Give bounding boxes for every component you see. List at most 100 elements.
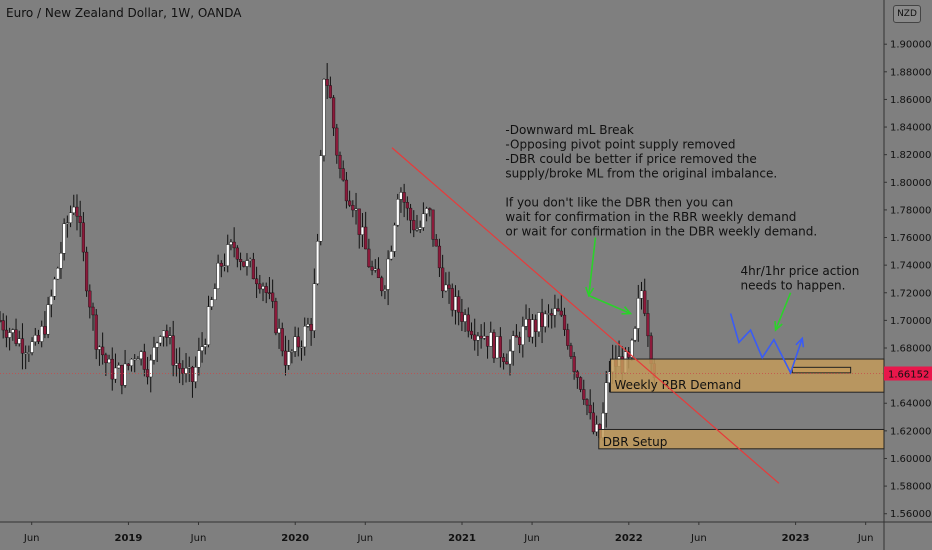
candle-body — [338, 154, 342, 169]
candle-body — [479, 335, 483, 339]
annotation-line-2: -DBR could be better if price removed th… — [505, 152, 756, 166]
candle-body — [412, 220, 416, 231]
y-tick-label: 1.64000 — [890, 399, 931, 410]
trendline — [391, 147, 780, 484]
candle-body — [213, 288, 217, 300]
candle-body — [81, 222, 85, 253]
candle-body — [194, 367, 198, 382]
candle-body — [473, 334, 477, 341]
candle-body — [434, 239, 438, 247]
currency-badge[interactable]: NZD — [893, 5, 921, 23]
candle-body — [161, 330, 166, 337]
candle-body — [88, 290, 92, 308]
candle-body — [380, 277, 384, 292]
candle-body — [585, 399, 589, 406]
x-tick-label: Jun — [356, 533, 373, 544]
y-tick-label: 1.68000 — [890, 344, 931, 355]
candle-body — [293, 336, 297, 352]
candle-body — [575, 371, 579, 378]
candle-body — [283, 350, 288, 366]
candle-body — [274, 301, 278, 334]
annotation-line-6: wait for confirmation in the RBR weekly … — [505, 210, 796, 224]
candle-body — [94, 314, 98, 350]
candle-body — [450, 288, 454, 311]
candle-body — [572, 356, 576, 372]
y-tick-label: 1.84000 — [890, 123, 931, 134]
y-tick-label: 1.76000 — [890, 233, 931, 244]
last-price-label: 1.66152 — [888, 370, 929, 381]
y-tick-label: 1.60000 — [890, 454, 931, 465]
candle-body — [264, 286, 268, 293]
candle-body — [238, 259, 243, 262]
annotation-line-1: -Opposing pivot point supply removed — [505, 137, 735, 151]
y-tick-label: 1.88000 — [890, 67, 931, 78]
candle-body — [376, 268, 381, 279]
candle-body — [17, 338, 21, 344]
candle-body — [101, 346, 105, 356]
candle-body — [418, 227, 422, 230]
candle-body — [315, 241, 320, 284]
candle-body — [206, 306, 211, 345]
demand-zone-2 — [791, 366, 852, 374]
x-tick-label: Jun — [523, 533, 540, 544]
candle-body — [277, 328, 281, 334]
candle-body — [181, 368, 185, 374]
green-zigzag-arrow — [587, 237, 631, 315]
candle-body — [303, 326, 307, 348]
candle-body — [110, 358, 114, 380]
candle-body — [203, 344, 207, 347]
candle-body — [117, 365, 121, 369]
candle-body — [174, 363, 179, 366]
candle-body — [271, 292, 275, 302]
candle-body — [11, 329, 15, 333]
x-tick-label: Jun — [857, 533, 874, 544]
candle-body — [120, 365, 124, 386]
candle-body — [335, 127, 339, 156]
candle-body — [514, 335, 519, 338]
annotation-line-7: or wait for confirmation in the DBR week… — [505, 224, 817, 238]
candle-body — [75, 206, 79, 217]
candle-body — [476, 335, 480, 341]
candle-body — [469, 330, 474, 336]
candle-body — [229, 241, 233, 245]
candle-body — [591, 412, 595, 433]
candle-body — [460, 311, 464, 322]
y-tick-label: 1.70000 — [890, 316, 931, 327]
candle-body — [24, 352, 28, 355]
candle-body — [546, 313, 551, 315]
candle-body — [331, 97, 336, 129]
candle-body — [425, 208, 429, 215]
candle-body — [267, 292, 272, 294]
candle-body — [501, 357, 506, 362]
candle-body — [405, 202, 409, 209]
candle-body — [33, 335, 37, 343]
candle-body — [1, 320, 5, 331]
candle-body — [354, 208, 358, 211]
y-tick-label: 1.72000 — [890, 288, 931, 299]
candle-body — [59, 252, 63, 269]
candle-body — [383, 289, 387, 292]
candle-body — [62, 223, 66, 254]
candle-body — [364, 226, 368, 250]
x-tick-label: 2022 — [615, 533, 643, 544]
candle-body — [562, 314, 567, 330]
blue-projection-arrow — [729, 313, 804, 375]
candle-body — [360, 226, 365, 235]
y-tick-label: 1.86000 — [890, 95, 931, 106]
candle-body — [498, 336, 502, 358]
candle-body — [367, 248, 371, 268]
candle-body — [123, 363, 127, 386]
candle-body — [639, 290, 644, 299]
candle-body — [136, 358, 140, 361]
demand-zone-0 — [609, 358, 885, 393]
candle-body — [489, 332, 493, 347]
annotation-line-5: If you don't like the DBR then you can — [505, 195, 733, 209]
candle-body — [457, 296, 461, 313]
candle-body — [152, 347, 156, 361]
candle-body — [508, 350, 512, 365]
candle-body — [556, 308, 560, 312]
candle-body — [190, 366, 195, 382]
zone-label-1: DBR Setup — [603, 435, 668, 449]
candle-body — [280, 328, 284, 352]
